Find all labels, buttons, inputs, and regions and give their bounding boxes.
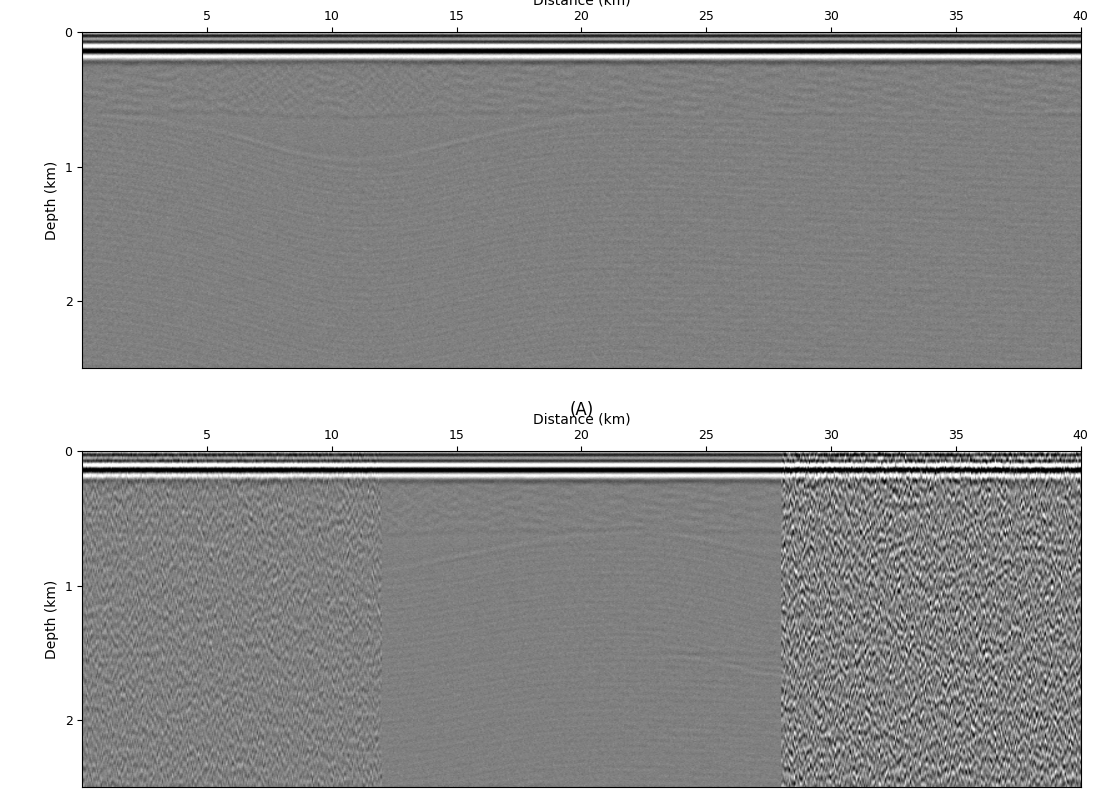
Y-axis label: Depth (km): Depth (km)	[45, 579, 59, 659]
Text: (A): (A)	[569, 401, 593, 419]
Y-axis label: Depth (km): Depth (km)	[45, 161, 59, 240]
X-axis label: Distance (km): Distance (km)	[533, 412, 630, 426]
X-axis label: Distance (km): Distance (km)	[533, 0, 630, 7]
